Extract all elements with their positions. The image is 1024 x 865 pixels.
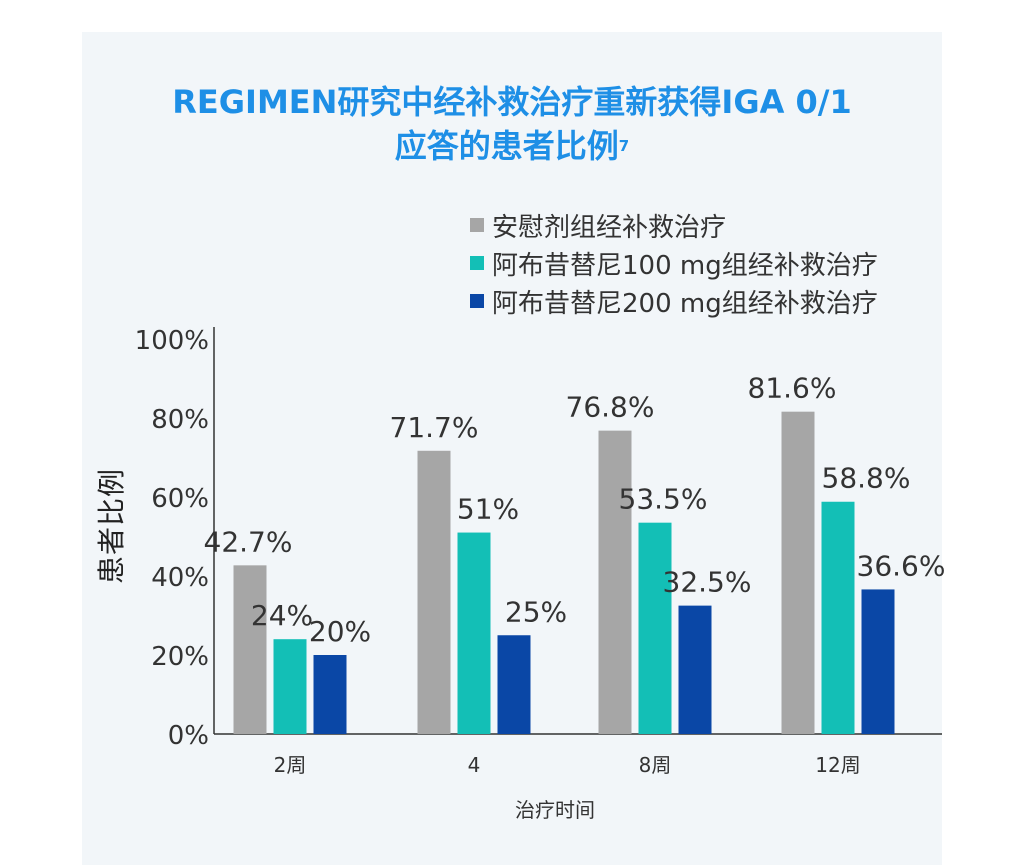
bar	[821, 501, 855, 734]
legend-item-200mg: 阿布昔替尼200 mg组经补救治疗	[470, 282, 878, 320]
chart-title: REGIMEN研究中经补救治疗重新获得IGA 0/1 应答的患者比例7	[82, 80, 942, 168]
legend-item-placebo: 安慰剂组经补救治疗	[470, 206, 878, 244]
bar	[273, 639, 307, 734]
bar	[457, 532, 491, 734]
legend-label-100mg: 阿布昔替尼100 mg组经补救治疗	[492, 250, 878, 281]
x-axis-label: 治疗时间	[515, 798, 595, 822]
x-tick-label: 8周	[639, 753, 672, 777]
data-label: 58.8%	[822, 462, 911, 495]
legend: 安慰剂组经补救治疗 阿布昔替尼100 mg组经补救治疗 阿布昔替尼200 mg组…	[470, 206, 878, 320]
data-label: 36.6%	[857, 549, 946, 582]
title-line-2: 应答的患者比例7	[82, 124, 942, 168]
legend-label-200mg: 阿布昔替尼200 mg组经补救治疗	[492, 288, 878, 319]
data-label: 42.7%	[204, 525, 293, 558]
y-tick-label: 0%	[168, 721, 209, 751]
data-label: 51%	[457, 493, 519, 526]
bar	[638, 522, 672, 734]
legend-swatch-100mg	[470, 256, 484, 270]
data-label: 32.5%	[663, 566, 752, 599]
legend-item-100mg: 阿布昔替尼100 mg组经补救治疗	[470, 244, 878, 282]
x-tick-label: 2周	[274, 753, 307, 777]
data-label: 24%	[251, 599, 313, 632]
title-footnote-ref: 7	[618, 137, 630, 155]
legend-swatch-placebo	[470, 218, 484, 232]
bar	[497, 635, 531, 734]
x-tick-label: 12周	[815, 753, 860, 777]
y-axis-label: 患者比例	[95, 468, 128, 585]
data-label: 71.7%	[390, 411, 479, 444]
bar	[678, 605, 712, 734]
y-tick-label: 40%	[151, 563, 209, 593]
y-tick-label: 60%	[151, 484, 209, 514]
y-tick-label: 20%	[151, 642, 209, 672]
data-label: 81.6%	[748, 372, 837, 405]
x-tick-label: 4	[468, 753, 481, 777]
bar	[781, 411, 815, 734]
legend-swatch-200mg	[470, 294, 484, 308]
bar	[233, 565, 267, 734]
data-label: 53.5%	[619, 483, 708, 516]
y-tick-label: 100%	[135, 326, 209, 356]
data-label: 25%	[505, 595, 567, 628]
bar	[598, 430, 632, 734]
bar	[861, 589, 895, 734]
title-line-1: REGIMEN研究中经补救治疗重新获得IGA 0/1	[172, 83, 852, 121]
data-label: 20%	[309, 615, 371, 648]
title-line-2-text: 应答的患者比例	[394, 127, 619, 165]
bar	[417, 450, 451, 734]
bar	[313, 655, 347, 734]
data-label: 76.8%	[566, 391, 655, 424]
legend-label-placebo: 安慰剂组经补救治疗	[492, 212, 727, 243]
y-tick-label: 80%	[151, 405, 209, 435]
